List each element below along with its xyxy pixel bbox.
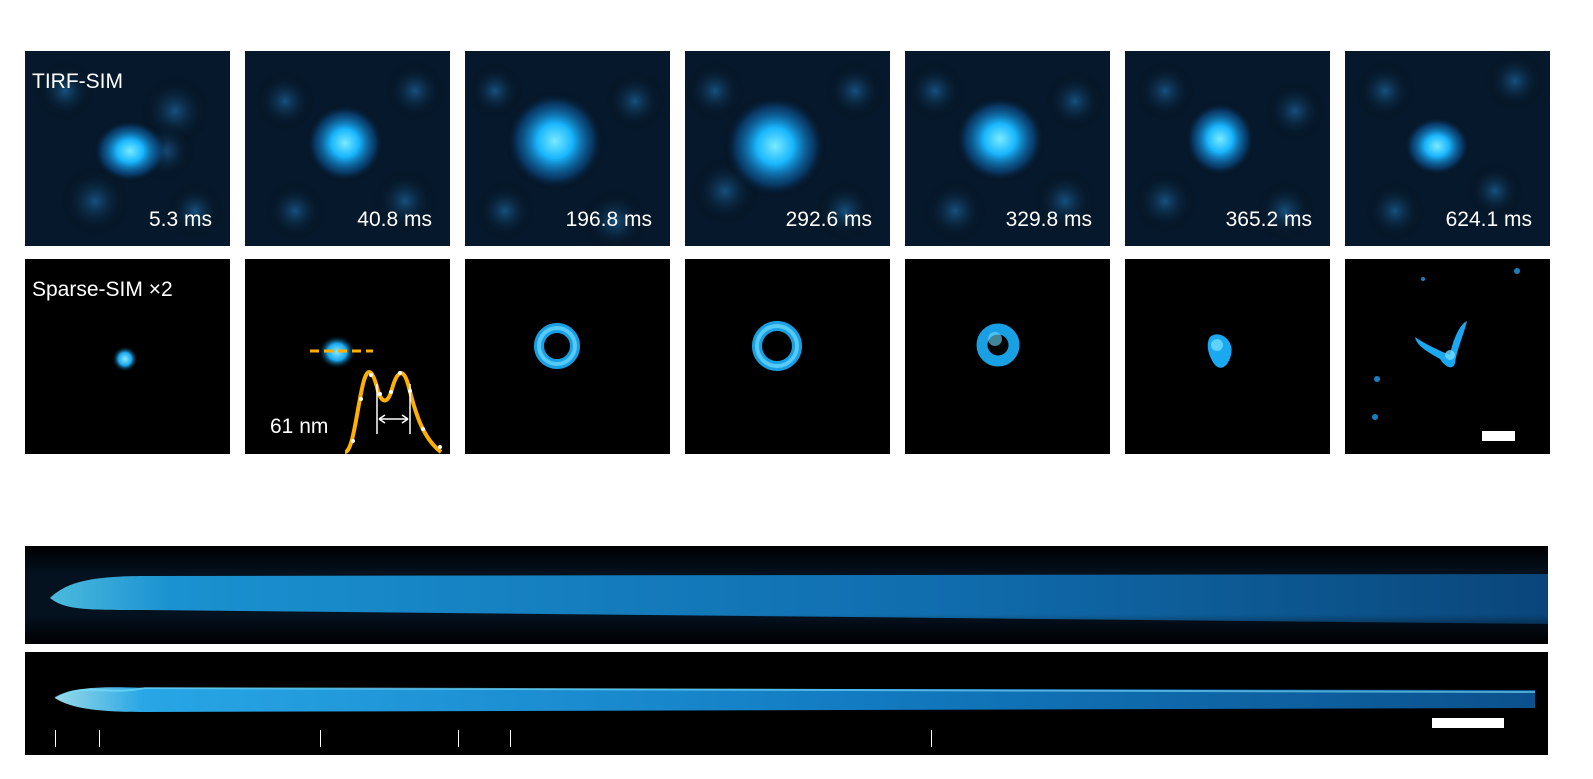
timepoint-label: 5.3 ms	[148, 208, 212, 231]
tirf-panel-3: 196.8 ms	[465, 51, 670, 246]
sparse-image-6	[1207, 334, 1232, 368]
scale-bar-icon	[1432, 718, 1504, 728]
kymograph-sparse-image	[54, 686, 1536, 712]
tirf-panel-2: 40.8 ms	[245, 51, 450, 246]
tirf-image-2	[245, 51, 450, 246]
line-profile-icon	[310, 349, 443, 454]
event-tick	[99, 730, 100, 747]
sparse-panel-4	[685, 259, 890, 454]
timepoint-label: 624.1 ms	[1445, 208, 1532, 231]
sparse-image-3	[534, 323, 580, 369]
resolution-label: 61 nm	[270, 415, 329, 438]
sparse-panel-6	[1125, 259, 1330, 454]
kymograph-tirf	[25, 546, 1548, 644]
event-tick	[510, 730, 511, 747]
scale-bar-icon	[1482, 431, 1515, 441]
sparse-row-label: Sparse-SIM ×2	[32, 278, 173, 301]
sparse-image-7	[1372, 268, 1520, 420]
sparse-panel-1: Sparse-SIM ×2	[25, 259, 230, 454]
event-tick	[55, 730, 56, 747]
tirf-panel-1: TIRF-SIM 5.3 ms	[25, 51, 230, 246]
kymograph-tirf-image	[25, 546, 1548, 644]
timepoint-label: 365.2 ms	[1225, 208, 1312, 231]
tirf-row-label: TIRF-SIM	[32, 70, 123, 93]
sparse-panel-5	[905, 259, 1110, 454]
sparse-panel-2: 61 nm	[245, 259, 450, 454]
tirf-panel-4: 292.6 ms	[685, 51, 890, 246]
event-tick	[458, 730, 459, 747]
timepoint-label: 329.8 ms	[1005, 208, 1092, 231]
sparse-image-1	[112, 346, 138, 372]
sparse-panel-3	[465, 259, 670, 454]
tirf-image-7	[1345, 51, 1550, 246]
sparse-panel-7	[1345, 259, 1550, 454]
event-tick	[320, 730, 321, 747]
tirf-image-5	[905, 51, 1110, 246]
sparse-image-4	[752, 321, 802, 371]
tirf-image-3	[465, 51, 670, 246]
tirf-panel-5: 329.8 ms	[905, 51, 1110, 246]
timepoint-label: 40.8 ms	[357, 208, 432, 231]
tirf-panel-7: 624.1 ms	[1345, 51, 1550, 246]
tirf-image-4	[685, 51, 890, 246]
tirf-image-6	[1125, 51, 1330, 246]
sparse-image-5	[976, 323, 1020, 367]
tirf-panel-6: 365.2 ms	[1125, 51, 1330, 246]
tirf-image-1	[25, 51, 230, 246]
sparse-image-2	[310, 335, 443, 454]
event-tick	[931, 730, 932, 747]
kymograph-sparse	[25, 652, 1548, 755]
timepoint-label: 292.6 ms	[785, 208, 872, 231]
timepoint-label: 196.8 ms	[565, 208, 652, 231]
